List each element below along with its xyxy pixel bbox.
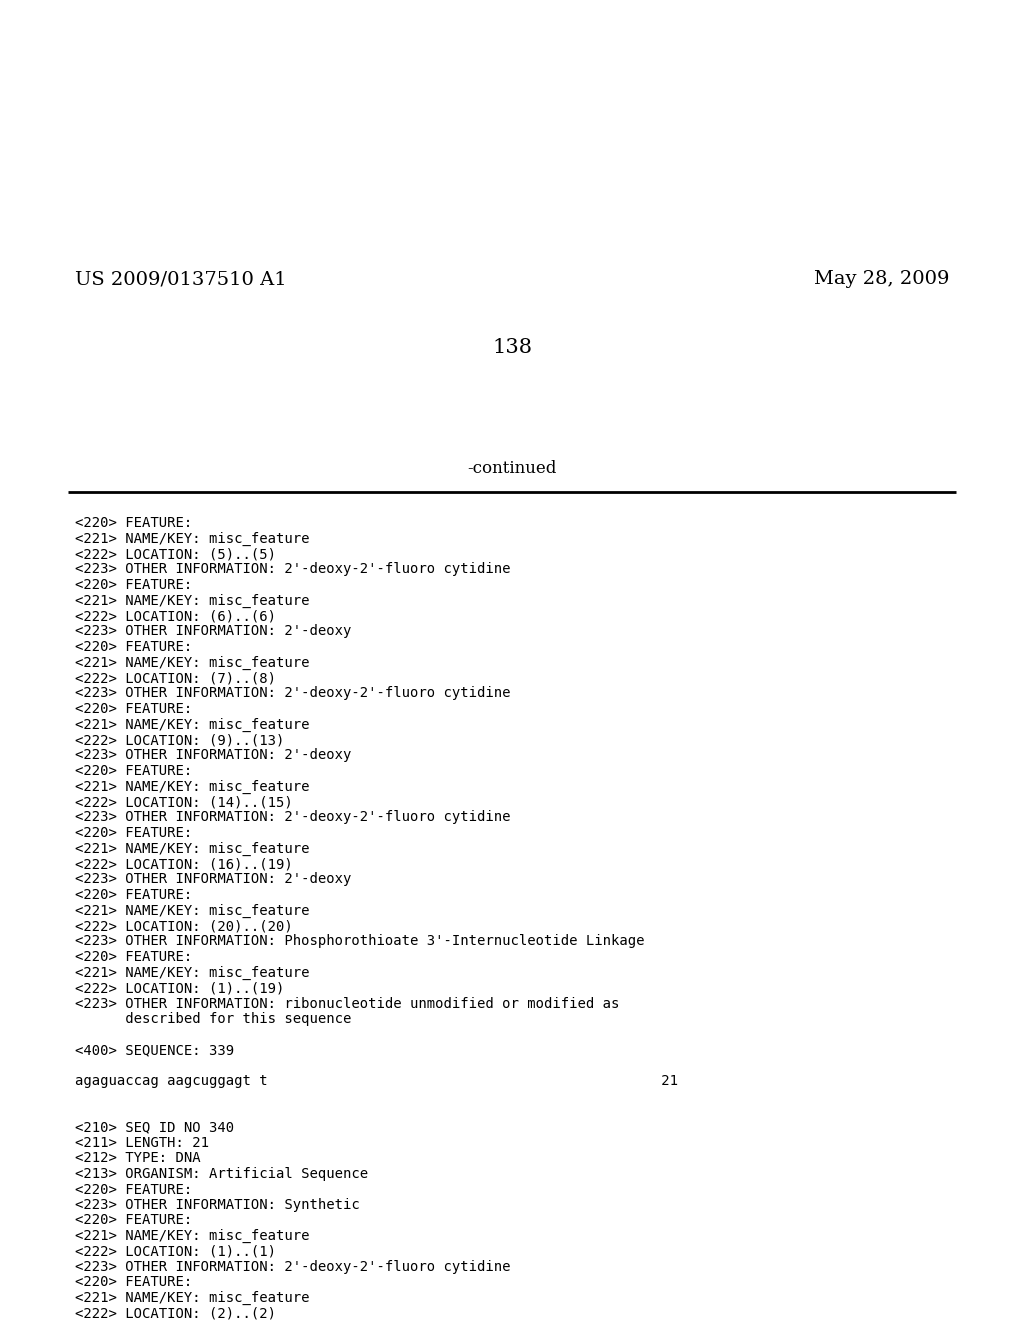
Text: <223> OTHER INFORMATION: 2'-deoxy-2'-fluoro cytidine: <223> OTHER INFORMATION: 2'-deoxy-2'-flu… — [75, 1261, 511, 1274]
Text: <222> LOCATION: (9)..(13): <222> LOCATION: (9)..(13) — [75, 733, 285, 747]
Text: <220> FEATURE:: <220> FEATURE: — [75, 1213, 193, 1228]
Text: <221> NAME/KEY: misc_feature: <221> NAME/KEY: misc_feature — [75, 1229, 309, 1243]
Text: <220> FEATURE:: <220> FEATURE: — [75, 640, 193, 653]
Text: <223> OTHER INFORMATION: 2'-deoxy-2'-fluoro cytidine: <223> OTHER INFORMATION: 2'-deoxy-2'-flu… — [75, 562, 511, 577]
Text: <223> OTHER INFORMATION: Synthetic: <223> OTHER INFORMATION: Synthetic — [75, 1199, 359, 1212]
Text: <220> FEATURE:: <220> FEATURE: — [75, 516, 193, 531]
Text: <223> OTHER INFORMATION: 2'-deoxy: <223> OTHER INFORMATION: 2'-deoxy — [75, 873, 351, 887]
Text: <223> OTHER INFORMATION: 2'-deoxy-2'-fluoro cytidine: <223> OTHER INFORMATION: 2'-deoxy-2'-flu… — [75, 810, 511, 825]
Text: <221> NAME/KEY: misc_feature: <221> NAME/KEY: misc_feature — [75, 718, 309, 731]
Text: <221> NAME/KEY: misc_feature: <221> NAME/KEY: misc_feature — [75, 656, 309, 669]
Text: <222> LOCATION: (2)..(2): <222> LOCATION: (2)..(2) — [75, 1307, 276, 1320]
Text: <211> LENGTH: 21: <211> LENGTH: 21 — [75, 1137, 209, 1150]
Text: agaguaccag aagcuggagt t                                               21: agaguaccag aagcuggagt t 21 — [75, 1074, 678, 1088]
Text: May 28, 2009: May 28, 2009 — [814, 271, 950, 288]
Text: <222> LOCATION: (6)..(6): <222> LOCATION: (6)..(6) — [75, 609, 276, 623]
Text: <221> NAME/KEY: misc_feature: <221> NAME/KEY: misc_feature — [75, 594, 309, 607]
Text: <221> NAME/KEY: misc_feature: <221> NAME/KEY: misc_feature — [75, 1291, 309, 1305]
Text: <222> LOCATION: (20)..(20): <222> LOCATION: (20)..(20) — [75, 919, 293, 933]
Text: <222> LOCATION: (7)..(8): <222> LOCATION: (7)..(8) — [75, 671, 276, 685]
Text: described for this sequence: described for this sequence — [75, 1012, 351, 1026]
Text: <400> SEQUENCE: 339: <400> SEQUENCE: 339 — [75, 1043, 234, 1057]
Text: <220> FEATURE:: <220> FEATURE: — [75, 702, 193, 715]
Text: <223> OTHER INFORMATION: 2'-deoxy: <223> OTHER INFORMATION: 2'-deoxy — [75, 624, 351, 639]
Text: 138: 138 — [492, 338, 532, 356]
Text: <223> OTHER INFORMATION: 2'-deoxy-2'-fluoro cytidine: <223> OTHER INFORMATION: 2'-deoxy-2'-flu… — [75, 686, 511, 701]
Text: <221> NAME/KEY: misc_feature: <221> NAME/KEY: misc_feature — [75, 903, 309, 917]
Text: <212> TYPE: DNA: <212> TYPE: DNA — [75, 1151, 201, 1166]
Text: -continued: -continued — [467, 459, 557, 477]
Text: <222> LOCATION: (5)..(5): <222> LOCATION: (5)..(5) — [75, 546, 276, 561]
Text: <221> NAME/KEY: misc_feature: <221> NAME/KEY: misc_feature — [75, 965, 309, 979]
Text: <221> NAME/KEY: misc_feature: <221> NAME/KEY: misc_feature — [75, 780, 309, 793]
Text: <220> FEATURE:: <220> FEATURE: — [75, 1183, 193, 1196]
Text: <220> FEATURE:: <220> FEATURE: — [75, 764, 193, 777]
Text: <220> FEATURE:: <220> FEATURE: — [75, 578, 193, 591]
Text: <220> FEATURE:: <220> FEATURE: — [75, 888, 193, 902]
Text: <222> LOCATION: (1)..(1): <222> LOCATION: (1)..(1) — [75, 1245, 276, 1258]
Text: <222> LOCATION: (1)..(19): <222> LOCATION: (1)..(19) — [75, 981, 285, 995]
Text: <221> NAME/KEY: misc_feature: <221> NAME/KEY: misc_feature — [75, 532, 309, 545]
Text: <220> FEATURE:: <220> FEATURE: — [75, 1275, 193, 1290]
Text: <222> LOCATION: (16)..(19): <222> LOCATION: (16)..(19) — [75, 857, 293, 871]
Text: <220> FEATURE:: <220> FEATURE: — [75, 950, 193, 964]
Text: <223> OTHER INFORMATION: ribonucleotide unmodified or modified as: <223> OTHER INFORMATION: ribonucleotide … — [75, 997, 620, 1011]
Text: <210> SEQ ID NO 340: <210> SEQ ID NO 340 — [75, 1121, 234, 1134]
Text: <221> NAME/KEY: misc_feature: <221> NAME/KEY: misc_feature — [75, 842, 309, 855]
Text: <220> FEATURE:: <220> FEATURE: — [75, 826, 193, 840]
Text: <213> ORGANISM: Artificial Sequence: <213> ORGANISM: Artificial Sequence — [75, 1167, 368, 1181]
Text: <222> LOCATION: (14)..(15): <222> LOCATION: (14)..(15) — [75, 795, 293, 809]
Text: <223> OTHER INFORMATION: Phosphorothioate 3'-Internucleotide Linkage: <223> OTHER INFORMATION: Phosphorothioat… — [75, 935, 644, 949]
Text: US 2009/0137510 A1: US 2009/0137510 A1 — [75, 271, 287, 288]
Text: <223> OTHER INFORMATION: 2'-deoxy: <223> OTHER INFORMATION: 2'-deoxy — [75, 748, 351, 763]
